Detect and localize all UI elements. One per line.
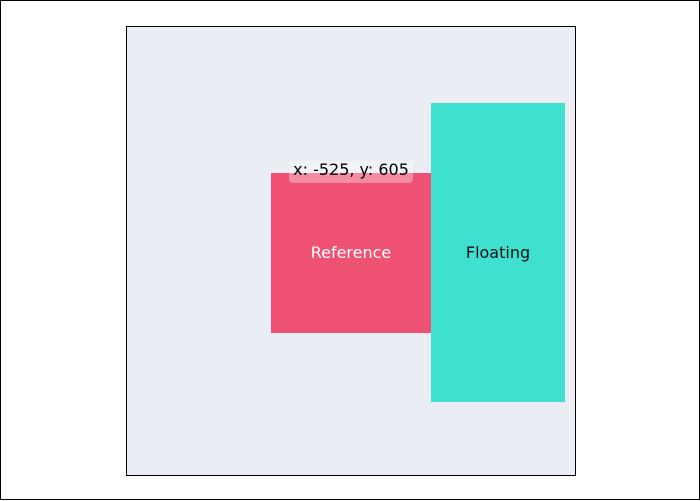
stage-area: Reference x: -525, y: 605 Floating [126,26,576,476]
floating-label: Floating [465,242,531,262]
coordinates-pill [289,161,413,183]
reference-box[interactable]: Reference [271,173,431,333]
reference-label: Reference [310,243,392,262]
floating-box[interactable]: Floating [431,103,565,402]
coordinates-readout: x: -525, y: 605 [293,160,409,179]
